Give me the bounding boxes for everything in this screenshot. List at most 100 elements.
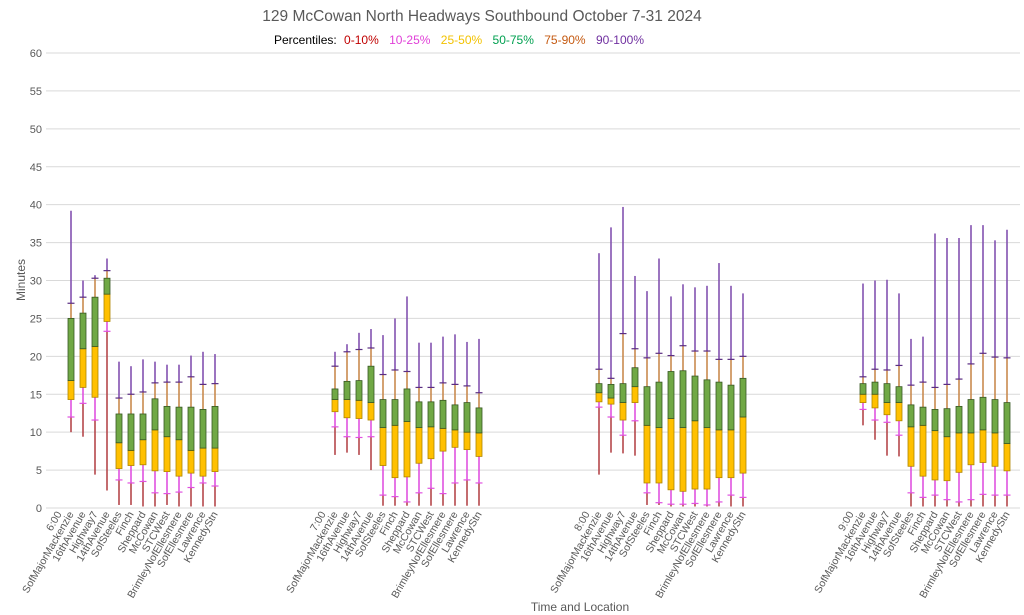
box — [883, 279, 891, 456]
legend-entry-25-50: 25-50% — [440, 33, 483, 47]
box-25-50 — [667, 418, 675, 491]
box — [163, 364, 171, 505]
box — [607, 227, 615, 453]
legend: Percentiles: 0-10% 10-25% 25-50% 50-75% … — [274, 33, 651, 47]
box-25-50 — [79, 348, 87, 388]
box-25-50 — [211, 447, 219, 473]
box-50-75 — [355, 380, 363, 401]
box-50-75 — [643, 386, 651, 426]
gridlines — [46, 52, 1020, 509]
y-tick-label: 15 — [30, 389, 42, 401]
box — [475, 338, 483, 506]
box-25-50 — [379, 427, 387, 466]
box-25-50 — [103, 293, 111, 322]
box-50-75 — [367, 365, 375, 403]
box — [919, 336, 927, 507]
box-25-50 — [691, 420, 699, 490]
box-25-50 — [859, 393, 867, 403]
box-25-50 — [967, 432, 975, 466]
box-50-75 — [655, 381, 663, 429]
box-50-75 — [871, 381, 879, 395]
box — [463, 341, 471, 506]
box-50-75 — [139, 413, 147, 441]
box-25-50 — [415, 427, 423, 464]
y-tick-label: 55 — [30, 86, 42, 98]
box-50-75 — [331, 388, 339, 400]
box-50-75 — [679, 370, 687, 429]
box-50-75 — [391, 399, 399, 426]
box-25-50 — [331, 399, 339, 413]
box-25-50 — [703, 427, 711, 490]
box — [703, 285, 711, 507]
box-25-50 — [91, 346, 99, 398]
box-50-75 — [691, 375, 699, 422]
box-25-50 — [991, 432, 999, 467]
box — [115, 361, 123, 505]
box — [175, 364, 183, 507]
box-50-75 — [91, 296, 99, 347]
box-25-50 — [199, 447, 207, 477]
box-50-75 — [859, 383, 867, 395]
box-series — [67, 206, 1011, 507]
box — [211, 354, 219, 507]
box — [643, 291, 651, 505]
box — [151, 361, 159, 507]
box-50-75 — [439, 399, 447, 429]
box-25-50 — [619, 402, 627, 421]
box-25-50 — [439, 427, 447, 452]
box-25-50 — [403, 421, 411, 478]
box — [451, 334, 459, 506]
box — [943, 238, 951, 507]
box-50-75 — [955, 405, 963, 434]
box-50-75 — [919, 406, 927, 426]
box — [391, 318, 399, 506]
box — [655, 258, 663, 505]
box — [859, 283, 867, 426]
box — [715, 263, 723, 507]
box-50-75 — [187, 406, 195, 451]
box-25-50 — [151, 429, 159, 472]
box-50-75 — [607, 383, 615, 399]
box-25-50 — [727, 429, 735, 479]
box-50-75 — [415, 401, 423, 429]
box-50-75 — [403, 388, 411, 422]
y-tick-label: 30 — [30, 276, 42, 288]
box-25-50 — [175, 439, 183, 477]
legend-label: Percentiles: — [274, 33, 337, 47]
box-50-75 — [103, 277, 111, 295]
box-50-75 — [703, 379, 711, 429]
box-50-75 — [343, 380, 351, 400]
box — [1003, 229, 1011, 507]
box-50-75 — [115, 413, 123, 444]
y-tick-label: 35 — [30, 238, 42, 250]
y-tick-label: 25 — [30, 313, 42, 325]
box-50-75 — [967, 399, 975, 434]
box — [871, 280, 879, 440]
box — [403, 296, 411, 506]
box-25-50 — [1003, 443, 1011, 472]
box-25-50 — [955, 432, 963, 473]
box-50-75 — [163, 405, 171, 438]
box-50-75 — [67, 318, 75, 381]
box-50-75 — [127, 413, 135, 451]
box — [67, 210, 75, 433]
box-25-50 — [451, 429, 459, 448]
box-25-50 — [163, 436, 171, 473]
box-25-50 — [67, 380, 75, 400]
box-50-75 — [619, 383, 627, 403]
box — [379, 335, 387, 506]
box — [931, 233, 939, 507]
box-50-75 — [943, 408, 951, 438]
box-25-50 — [391, 424, 399, 479]
box-50-75 — [895, 386, 903, 403]
box-25-50 — [943, 436, 951, 482]
box-25-50 — [427, 426, 435, 460]
box — [619, 206, 627, 454]
y-axis-label: Minutes — [14, 259, 28, 301]
box — [331, 351, 339, 455]
box-25-50 — [907, 426, 915, 467]
box — [139, 359, 147, 507]
box-50-75 — [883, 383, 891, 403]
legend-entry-10-25: 10-25% — [389, 33, 431, 47]
